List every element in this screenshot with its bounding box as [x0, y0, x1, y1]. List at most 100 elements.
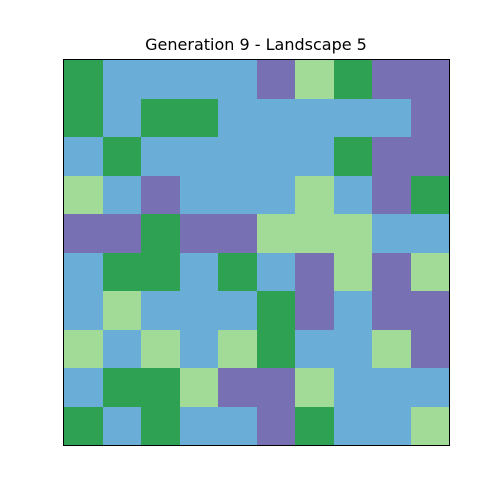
grid-cell — [256, 137, 295, 176]
grid-cell — [179, 137, 218, 176]
grid-cell — [64, 98, 103, 137]
grid-cell — [102, 214, 141, 253]
grid-cell — [64, 329, 103, 368]
grid-cell — [141, 175, 180, 214]
grid-cell — [102, 137, 141, 176]
grid-cell — [102, 175, 141, 214]
grid-cell — [256, 368, 295, 407]
grid-cell — [218, 329, 257, 368]
grid-cell — [141, 329, 180, 368]
grid-cell — [410, 214, 449, 253]
grid-cell — [64, 368, 103, 407]
grid-cell — [295, 406, 334, 445]
grid-cell — [179, 329, 218, 368]
grid-cell — [179, 406, 218, 445]
grid-cell — [256, 291, 295, 330]
grid-cell — [410, 137, 449, 176]
grid-cell — [64, 60, 103, 99]
grid-cell — [218, 214, 257, 253]
grid-cell — [179, 175, 218, 214]
plot-title: Generation 9 - Landscape 5 — [145, 35, 367, 54]
grid-cell — [102, 98, 141, 137]
grid-cell — [218, 252, 257, 291]
grid-cell — [295, 291, 334, 330]
grid-cell — [333, 137, 372, 176]
grid-cell — [102, 60, 141, 99]
grid-cell — [333, 329, 372, 368]
grid-cell — [410, 406, 449, 445]
grid-cell — [102, 329, 141, 368]
grid-cell — [333, 368, 372, 407]
grid-cell — [141, 406, 180, 445]
grid-cell — [141, 252, 180, 291]
grid-cell — [218, 368, 257, 407]
grid-cell — [256, 252, 295, 291]
grid-cell — [218, 291, 257, 330]
grid-cell — [179, 291, 218, 330]
grid-cell — [64, 406, 103, 445]
grid-cell — [218, 406, 257, 445]
grid-cell — [141, 98, 180, 137]
grid-cell — [179, 214, 218, 253]
grid-cell — [295, 175, 334, 214]
grid-cell — [102, 368, 141, 407]
grid-cell — [64, 137, 103, 176]
grid-cell — [372, 175, 411, 214]
grid-cell — [333, 406, 372, 445]
grid-cell — [410, 98, 449, 137]
grid-cell — [256, 329, 295, 368]
grid-cell — [333, 98, 372, 137]
grid-cell — [372, 98, 411, 137]
grid-cell — [64, 252, 103, 291]
grid-cell — [256, 60, 295, 99]
grid-cell — [295, 137, 334, 176]
grid-cell — [102, 406, 141, 445]
grid-cell — [372, 291, 411, 330]
grid-cell — [295, 98, 334, 137]
grid-cell — [218, 60, 257, 99]
landscape-grid — [63, 59, 450, 446]
grid-cell — [410, 60, 449, 99]
grid-cell — [179, 98, 218, 137]
grid-cell — [256, 214, 295, 253]
grid-cell — [141, 368, 180, 407]
grid-cell — [410, 329, 449, 368]
grid-cell — [410, 291, 449, 330]
grid-cell — [102, 291, 141, 330]
grid-cell — [64, 175, 103, 214]
grid-cell — [333, 291, 372, 330]
grid-cell — [141, 291, 180, 330]
grid-cell — [179, 252, 218, 291]
grid-cell — [179, 60, 218, 99]
grid-cell — [256, 175, 295, 214]
grid-cell — [372, 406, 411, 445]
grid-cell — [256, 406, 295, 445]
grid-cell — [410, 175, 449, 214]
grid-cell — [295, 252, 334, 291]
grid-cell — [295, 214, 334, 253]
grid-cell — [218, 98, 257, 137]
grid-cell — [372, 252, 411, 291]
grid-cell — [295, 329, 334, 368]
grid-cell — [333, 252, 372, 291]
grid-cell — [218, 137, 257, 176]
grid-cell — [64, 214, 103, 253]
grid-cell — [372, 214, 411, 253]
grid-cell — [64, 291, 103, 330]
grid-cell — [372, 368, 411, 407]
grid-cell — [333, 214, 372, 253]
grid-cell — [295, 368, 334, 407]
grid-cell — [141, 214, 180, 253]
grid-cell — [333, 60, 372, 99]
grid-cell — [410, 252, 449, 291]
grid-cell — [333, 175, 372, 214]
grid-cell — [141, 60, 180, 99]
grid-cell — [372, 137, 411, 176]
grid-cell — [410, 368, 449, 407]
grid-cell — [141, 137, 180, 176]
grid-cell — [256, 98, 295, 137]
grid-cell — [102, 252, 141, 291]
grid-cell — [372, 329, 411, 368]
grid-cell — [372, 60, 411, 99]
